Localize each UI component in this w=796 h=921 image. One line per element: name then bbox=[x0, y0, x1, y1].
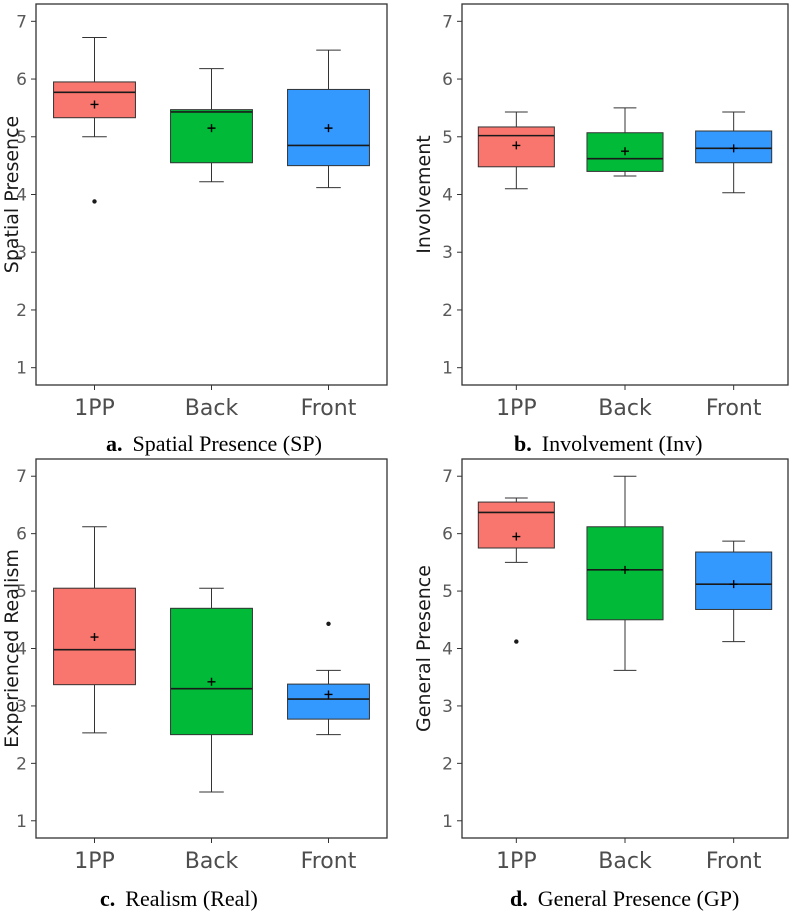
box-body bbox=[477, 126, 555, 168]
y-axis-title: General Presence bbox=[413, 565, 435, 732]
y-tick-label: 5 bbox=[16, 128, 27, 148]
caption-letter: c. bbox=[100, 886, 115, 911]
y-tick-label: 2 bbox=[442, 754, 453, 774]
outlier-point bbox=[92, 199, 97, 204]
panel-a: 1 2 3 4 5 6 7 Spatial Presence 1PP Back Front a. Spa… bbox=[1, 3, 388, 456]
box-1pp bbox=[477, 111, 555, 190]
x-category-label: Back bbox=[185, 396, 239, 421]
y-tick-label: 1 bbox=[442, 812, 453, 832]
y-tick-label: 7 bbox=[442, 467, 453, 487]
mean-marker bbox=[621, 147, 629, 156]
panel-caption: d. General Presence (GP) bbox=[510, 886, 739, 911]
mean-marker bbox=[621, 565, 629, 574]
caption-text: Involvement (Inv) bbox=[542, 431, 703, 456]
y-tick-label: 7 bbox=[16, 12, 27, 32]
box-back bbox=[586, 475, 664, 671]
box-1pp bbox=[53, 36, 136, 204]
caption-text: General Presence (GP) bbox=[538, 886, 740, 911]
plot-frame bbox=[35, 3, 388, 386]
box-body bbox=[170, 607, 253, 736]
mean-marker bbox=[512, 532, 521, 541]
x-category-label: Back bbox=[598, 849, 652, 874]
box-back bbox=[586, 107, 664, 177]
panel-b: 1 2 3 4 5 6 7 Involvement 1PP Back Front b. Involvem… bbox=[413, 3, 789, 456]
x-category-label: Back bbox=[598, 396, 652, 421]
panel-d: 1 2 3 4 5 6 7 General Presence 1PP Back Front d. Gen… bbox=[413, 458, 789, 911]
caption-text: Realism (Real) bbox=[125, 886, 258, 911]
y-tick-label: 6 bbox=[442, 70, 453, 90]
mean-marker bbox=[729, 580, 738, 589]
box-body bbox=[287, 683, 370, 720]
panel-caption: c. Realism (Real) bbox=[100, 886, 258, 911]
y-tick-label: 4 bbox=[442, 186, 453, 206]
box-front bbox=[287, 621, 370, 736]
y-axis-title: Involvement bbox=[413, 135, 435, 253]
y-tick-label: 1 bbox=[16, 359, 27, 379]
y-tick-label: 3 bbox=[442, 243, 453, 263]
y-tick-label: 6 bbox=[16, 525, 27, 545]
y-tick-label: 2 bbox=[16, 301, 27, 321]
x-category-label: Front bbox=[706, 849, 762, 874]
x-category-label: Back bbox=[185, 849, 239, 874]
plot-frame bbox=[461, 3, 789, 386]
x-category-label: 1PP bbox=[496, 849, 537, 874]
box-back bbox=[170, 68, 253, 183]
y-tick-label: 4 bbox=[442, 640, 453, 660]
outlier-point bbox=[326, 621, 331, 627]
box-1pp bbox=[53, 526, 136, 734]
box-front bbox=[287, 49, 370, 189]
mean-marker bbox=[729, 144, 738, 153]
y-axis-title: Experienced Realism bbox=[1, 549, 23, 748]
panel-c: 1 2 3 4 5 6 7 Experienced Realism 1PP Back Front c.… bbox=[1, 458, 388, 911]
y-tick-label: 7 bbox=[16, 467, 27, 487]
mean-marker bbox=[207, 677, 216, 686]
y-axis-title: Spatial Presence bbox=[1, 116, 23, 273]
y-tick-label: 1 bbox=[16, 812, 27, 832]
mean-marker bbox=[90, 100, 99, 109]
y-tick-label: 7 bbox=[442, 12, 453, 32]
panel-caption: a. Spatial Presence (SP) bbox=[106, 431, 322, 456]
box-front bbox=[695, 540, 773, 643]
y-tick-label: 2 bbox=[16, 754, 27, 774]
y-tick-label: 4 bbox=[16, 640, 27, 660]
y-tick-label: 5 bbox=[442, 128, 453, 148]
y-tick-label: 6 bbox=[16, 70, 27, 90]
mean-marker bbox=[324, 124, 333, 133]
x-category-label: 1PP bbox=[496, 396, 537, 421]
y-tick-label: 3 bbox=[442, 697, 453, 717]
caption-text: Spatial Presence (SP) bbox=[133, 431, 322, 456]
box-front bbox=[695, 111, 773, 194]
y-tick-label: 5 bbox=[16, 582, 27, 602]
y-tick-label: 3 bbox=[16, 697, 27, 717]
y-tick-label: 5 bbox=[442, 582, 453, 602]
caption-letter: b. bbox=[514, 431, 532, 456]
caption-letter: d. bbox=[510, 886, 528, 911]
box-1pp bbox=[477, 497, 555, 644]
x-category-label: Front bbox=[301, 396, 357, 421]
y-tick-label: 4 bbox=[16, 186, 27, 206]
mean-marker bbox=[207, 124, 216, 133]
y-tick-label: 1 bbox=[442, 359, 453, 379]
x-category-label: 1PP bbox=[74, 849, 115, 874]
outlier-point bbox=[514, 639, 519, 644]
box-body bbox=[53, 81, 136, 119]
mean-marker bbox=[512, 141, 521, 150]
panel-caption: b. Involvement (Inv) bbox=[514, 431, 702, 456]
y-tick-label: 2 bbox=[442, 301, 453, 321]
mean-marker bbox=[90, 633, 99, 642]
y-tick-label: 6 bbox=[442, 525, 453, 545]
box-body bbox=[170, 109, 253, 164]
y-tick-label: 3 bbox=[16, 243, 27, 263]
caption-letter: a. bbox=[106, 431, 123, 456]
x-category-label: 1PP bbox=[74, 396, 115, 421]
x-category-label: Front bbox=[301, 849, 357, 874]
x-category-label: Front bbox=[706, 396, 762, 421]
box-back bbox=[170, 587, 253, 793]
mean-marker bbox=[324, 690, 333, 699]
box-body bbox=[477, 501, 555, 549]
